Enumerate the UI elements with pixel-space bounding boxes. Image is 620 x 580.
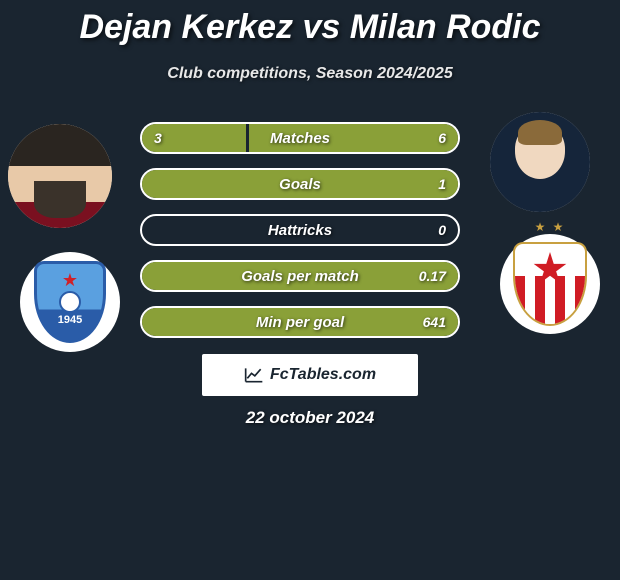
brand-badge: FcTables.com xyxy=(202,354,418,396)
star-icon xyxy=(533,252,567,286)
right-player-avatar xyxy=(490,112,590,212)
stat-label: Min per goal xyxy=(256,314,344,331)
date-stamp: 22 october 2024 xyxy=(0,408,620,428)
shield-icon: ★ 1945 xyxy=(34,261,106,343)
star-icon: ★ xyxy=(62,270,78,291)
shield-icon xyxy=(513,242,587,326)
stat-row: 3 6 Matches xyxy=(140,122,460,154)
stars-icon: ★ ★ xyxy=(535,220,566,234)
stat-row: 0.17 Goals per match xyxy=(140,260,460,292)
stat-value-right: 6 xyxy=(438,130,446,146)
left-player-avatar xyxy=(8,124,112,228)
stat-label: Hattricks xyxy=(268,222,332,239)
stat-row: 0 Hattricks xyxy=(140,214,460,246)
crest-year: 1945 xyxy=(58,314,82,326)
stat-row: 1 Goals xyxy=(140,168,460,200)
subtitle: Club competitions, Season 2024/2025 xyxy=(0,65,620,83)
stat-value-right: 641 xyxy=(423,314,446,330)
stat-label: Matches xyxy=(270,130,330,147)
stat-value-right: 0.17 xyxy=(419,268,446,284)
left-team-crest: ★ 1945 xyxy=(20,252,120,352)
stat-value-left: 3 xyxy=(154,130,162,146)
player-face-icon xyxy=(490,112,590,212)
brand-text: FcTables.com xyxy=(270,366,376,384)
stat-label: Goals per match xyxy=(241,268,359,285)
stats-panel: 3 6 Matches 1 Goals 0 Hattricks 0.17 Goals per m… xyxy=(140,122,460,352)
chart-icon xyxy=(244,366,264,384)
right-team-crest: ★ ★ xyxy=(500,234,600,334)
stat-row: 641 Min per goal xyxy=(140,306,460,338)
player-face-icon xyxy=(8,124,112,228)
stat-value-right: 1 xyxy=(438,176,446,192)
stat-value-right: 0 xyxy=(438,222,446,238)
ball-icon xyxy=(59,291,81,313)
page-title: Dejan Kerkez vs Milan Rodic xyxy=(0,0,620,47)
stat-label: Goals xyxy=(279,176,321,193)
